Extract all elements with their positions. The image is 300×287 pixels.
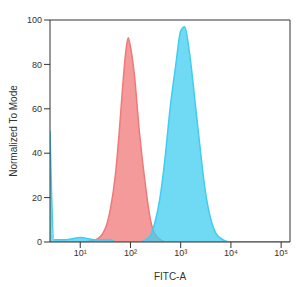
svg-text:20: 20 [32,193,42,203]
svg-text:10²: 10² [124,248,137,258]
svg-text:100: 100 [27,15,42,25]
svg-text:10³: 10³ [174,248,187,258]
svg-text:10¹: 10¹ [74,248,87,258]
svg-text:60: 60 [32,104,42,114]
svg-text:0: 0 [37,237,42,247]
svg-text:40: 40 [32,148,42,158]
svg-text:FITC-A: FITC-A [154,271,187,282]
svg-text:Normalized To Mode: Normalized To Mode [8,85,19,177]
svg-text:10⁴: 10⁴ [224,248,238,258]
svg-text:80: 80 [32,60,42,70]
svg-text:10⁵: 10⁵ [274,248,288,258]
